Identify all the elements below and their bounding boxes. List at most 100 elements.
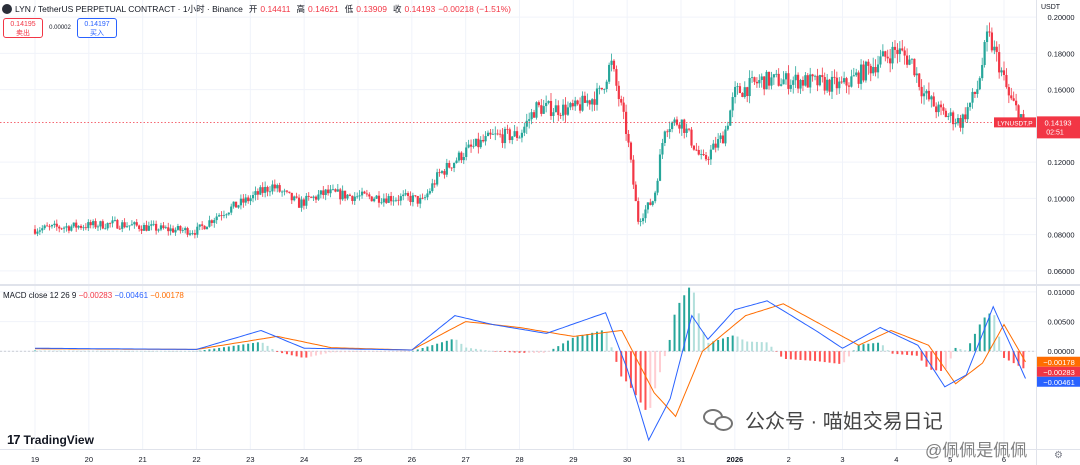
candle-up[interactable] (445, 162, 448, 175)
candle-down[interactable] (438, 172, 441, 174)
candle-up[interactable] (208, 220, 211, 227)
candle-down[interactable] (334, 189, 337, 192)
candle-up[interactable] (341, 190, 344, 200)
candle-down[interactable] (576, 100, 579, 105)
candle-up[interactable] (595, 88, 599, 105)
candle-up[interactable] (961, 114, 964, 128)
candle-down[interactable] (307, 195, 310, 197)
candle-up[interactable] (404, 193, 407, 195)
candle-down[interactable] (295, 196, 298, 198)
candle-down[interactable] (450, 167, 453, 169)
candle-down[interactable] (692, 145, 696, 150)
candle-down[interactable] (697, 150, 700, 155)
candle-down[interactable] (261, 187, 264, 193)
candle-down[interactable] (615, 69, 618, 86)
candle-up[interactable] (719, 135, 722, 140)
candle-up[interactable] (930, 96, 933, 100)
candle-up[interactable] (329, 189, 332, 194)
candle-up[interactable] (157, 229, 160, 231)
candle-up[interactable] (230, 206, 233, 213)
candle-up[interactable] (598, 87, 601, 89)
candle-up[interactable] (65, 226, 68, 228)
candle-up[interactable] (770, 77, 773, 86)
candle-up[interactable] (225, 214, 228, 216)
candle-down[interactable] (138, 225, 141, 229)
candle-down[interactable] (903, 50, 906, 56)
candle-down[interactable] (537, 102, 540, 106)
currency-selector[interactable]: USDT (1041, 4, 1061, 11)
candle-down[interactable] (549, 100, 553, 116)
candle-down[interactable] (118, 228, 121, 230)
candle-up[interactable] (331, 189, 335, 191)
candle-up[interactable] (472, 145, 475, 147)
candle-up[interactable] (474, 138, 477, 146)
candle-down[interactable] (1007, 87, 1010, 96)
candle-up[interactable] (608, 64, 611, 82)
candle-down[interactable] (75, 222, 78, 228)
candle-up[interactable] (782, 79, 785, 85)
macd-axis[interactable]: 0.01000 0.00500 0.00000 −0.00178 −0.00283 −0.… (1036, 286, 1080, 449)
candle-up[interactable] (925, 90, 928, 94)
candle-up[interactable] (518, 137, 521, 139)
candle-down[interactable] (496, 133, 499, 135)
candle-up[interactable] (494, 133, 497, 135)
candle-up[interactable] (566, 107, 570, 115)
candle-up[interactable] (562, 104, 565, 116)
macd-legend[interactable]: MACD close 12 26 9 −0.00283 −0.00461 −0.… (3, 291, 184, 300)
candle-up[interactable] (174, 229, 177, 233)
candle-up[interactable] (465, 147, 468, 157)
candle-down[interactable] (649, 202, 652, 205)
candle-up[interactable] (985, 31, 989, 43)
candle-up[interactable] (520, 132, 524, 138)
candle-down[interactable] (874, 66, 877, 73)
candle-down[interactable] (55, 223, 58, 227)
candle-down[interactable] (634, 184, 637, 202)
candle-up[interactable] (968, 102, 972, 108)
candle-up[interactable] (843, 78, 846, 83)
candle-up[interactable] (205, 226, 209, 230)
candle-up[interactable] (765, 71, 768, 90)
candle-down[interactable] (927, 90, 931, 100)
candle-down[interactable] (343, 190, 347, 199)
candle-down[interactable] (310, 196, 313, 198)
candle-down[interactable] (499, 133, 502, 135)
candle-up[interactable] (554, 105, 557, 113)
candle-up[interactable] (373, 198, 376, 202)
candle-down[interactable] (501, 134, 504, 144)
candle-up[interactable] (879, 56, 882, 65)
candle-down[interactable] (1010, 95, 1013, 99)
candle-down[interactable] (678, 124, 681, 129)
candle-up[interactable] (227, 212, 230, 215)
candle-up[interactable] (188, 233, 192, 235)
candle-up[interactable] (898, 48, 901, 55)
candle-up[interactable] (641, 218, 645, 222)
candle-up[interactable] (237, 205, 240, 208)
candle-up[interactable] (251, 195, 255, 199)
candle-up[interactable] (423, 197, 427, 199)
candle-down[interactable] (145, 224, 148, 231)
candle-up[interactable] (852, 75, 855, 77)
candle-down[interactable] (624, 111, 628, 135)
candle-up[interactable] (346, 194, 349, 199)
candle-up[interactable] (111, 220, 114, 224)
tradingview-logo[interactable]: 17 TradingView (7, 432, 94, 447)
candle-down[interactable] (889, 58, 892, 64)
candle-up[interactable] (254, 191, 257, 196)
candle-down[interactable] (913, 58, 916, 76)
candle-down[interactable] (620, 99, 623, 103)
candle-down[interactable] (833, 76, 836, 78)
candle-down[interactable] (845, 78, 848, 86)
candle-up[interactable] (283, 190, 286, 192)
candle-up[interactable] (530, 112, 533, 120)
candle-up[interactable] (947, 115, 950, 118)
candle-up[interactable] (169, 228, 172, 232)
candle-down[interactable] (116, 220, 119, 229)
candle-up[interactable] (603, 89, 606, 90)
candle-down[interactable] (811, 74, 814, 77)
candle-up[interactable] (387, 196, 390, 203)
candle-up[interactable] (276, 185, 279, 189)
candle-down[interactable] (935, 106, 938, 113)
candle-down[interactable] (1005, 75, 1008, 88)
candle-up[interactable] (249, 198, 252, 202)
candle-down[interactable] (409, 195, 412, 203)
